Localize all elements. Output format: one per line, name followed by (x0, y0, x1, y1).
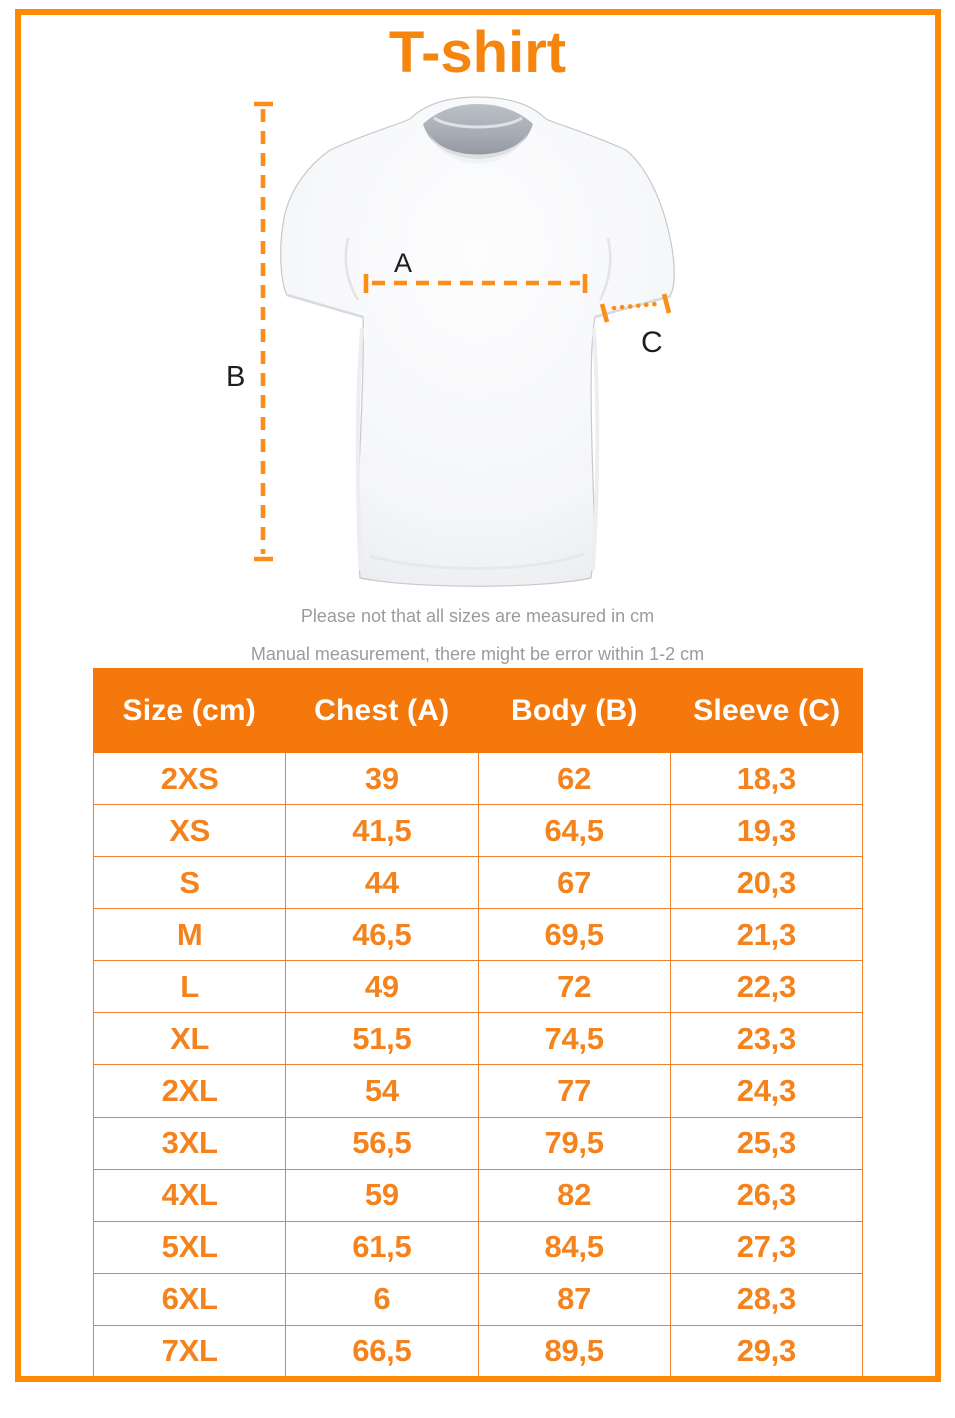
measurement-cell: 25,3 (670, 1117, 863, 1170)
measurement-cell: 20,3 (670, 857, 863, 910)
size-table-row: 7XL 66,5 89,5 29,3 (94, 1325, 863, 1378)
size-cell: 2XL (94, 1065, 287, 1118)
size-table-row: 6XL 6 87 28,3 (94, 1273, 863, 1326)
measurement-cell: 19,3 (670, 805, 863, 858)
size-cell: XL (94, 1013, 287, 1066)
size-table-row: 4XL 59 82 26,3 (94, 1169, 863, 1222)
note-line: Manual measurement, there might be error… (250, 644, 705, 664)
size-table-row: 2XL 54 77 24,3 (94, 1065, 863, 1118)
size-cell: 3XL (94, 1117, 287, 1170)
size-cell: L (94, 961, 287, 1014)
measurement-cell: 87 (478, 1273, 671, 1326)
page-title: T-shirt (388, 20, 567, 85)
size-table: Size (cm) Chest (A) Body (B) Sleeve (C) … (93, 668, 863, 1378)
measurement-cell: 21,3 (670, 909, 863, 962)
size-table-row: 2XS 39 62 18,3 (94, 753, 863, 806)
measurement-cell: 26,3 (670, 1169, 863, 1222)
measurement-cell: 29,3 (670, 1325, 863, 1378)
measurement-cell: 46,5 (286, 909, 479, 962)
sleeve-measure-line-c (599, 293, 672, 323)
measurement-cell: 64,5 (478, 805, 671, 858)
measurement-cell: 84,5 (478, 1221, 671, 1274)
measurement-cell: 18,3 (670, 753, 863, 806)
size-table-row: XL 51,5 74,5 23,3 (94, 1013, 863, 1066)
label-body-b: B (226, 361, 245, 393)
measurement-cell: 61,5 (286, 1221, 479, 1274)
measurement-cell: 49 (286, 961, 479, 1014)
size-table-header: Size (cm) Chest (A) Body (B) Sleeve (C) (93, 668, 863, 753)
size-table-row: S 44 67 20,3 (94, 857, 863, 910)
size-cell: 2XS (94, 753, 287, 806)
column-header-body: Body (B) (510, 693, 638, 727)
measurement-cell: 89,5 (478, 1325, 671, 1378)
size-cell: 4XL (94, 1169, 287, 1222)
size-cell: 7XL (94, 1325, 287, 1378)
measurement-cell: 54 (286, 1065, 479, 1118)
measurement-cell: 72 (478, 961, 671, 1014)
size-table-row: L 49 72 22,3 (94, 961, 863, 1014)
measurement-cell: 6 (286, 1273, 479, 1326)
measurement-cell: 69,5 (478, 909, 671, 962)
size-cell: 6XL (94, 1273, 287, 1326)
measurement-cell: 28,3 (670, 1273, 863, 1326)
measurement-cell: 67 (478, 857, 671, 910)
measurement-cell: 22,3 (670, 961, 863, 1014)
size-table-row: XS 41,5 64,5 19,3 (94, 805, 863, 858)
tshirt-measurement-diagram: A B C (226, 96, 675, 587)
size-cell: S (94, 857, 287, 910)
measurement-cell: 51,5 (286, 1013, 479, 1066)
size-cell: M (94, 909, 287, 962)
column-header-chest: Chest (A) (314, 693, 450, 727)
column-header-sleeve: Sleeve (C) (693, 693, 841, 727)
measurement-cell: 41,5 (286, 805, 479, 858)
note-line: Please not that all sizes are measured i… (300, 606, 655, 626)
measurement-cell: 59 (286, 1169, 479, 1222)
measurement-cell: 27,3 (670, 1221, 863, 1274)
size-table-row: 5XL 61,5 84,5 27,3 (94, 1221, 863, 1274)
size-table-body: 2XS 39 62 18,3 XS 41,5 64,5 19,3 S 44 67 20,3 M 46,5 6… (93, 753, 863, 1378)
size-table-row: 3XL 56,5 79,5 25,3 (94, 1117, 863, 1170)
chest-measure-line-a (363, 274, 588, 293)
measurement-cell: 44 (286, 857, 479, 910)
measurement-notes: Please not that all sizes are measured i… (0, 604, 955, 666)
size-cell: XS (94, 805, 287, 858)
measurement-cell: 82 (478, 1169, 671, 1222)
measurement-cell: 66,5 (286, 1325, 479, 1378)
tshirt-illustration (280, 96, 675, 587)
measurement-cell: 77 (478, 1065, 671, 1118)
column-header-size: Size (cm) (122, 693, 256, 727)
measurement-cell: 24,3 (670, 1065, 863, 1118)
measurement-cell: 56,5 (286, 1117, 479, 1170)
measurement-cell: 23,3 (670, 1013, 863, 1066)
body-measure-line-b (254, 101, 273, 562)
size-table-row: M 46,5 69,5 21,3 (94, 909, 863, 962)
size-cell: 5XL (94, 1221, 287, 1274)
label-chest-a: A (394, 248, 412, 278)
label-sleeve-c: C (641, 326, 663, 359)
measurement-cell: 79,5 (478, 1117, 671, 1170)
measurement-cell: 62 (478, 753, 671, 806)
measurement-cell: 39 (286, 753, 479, 806)
measurement-cell: 74,5 (478, 1013, 671, 1066)
